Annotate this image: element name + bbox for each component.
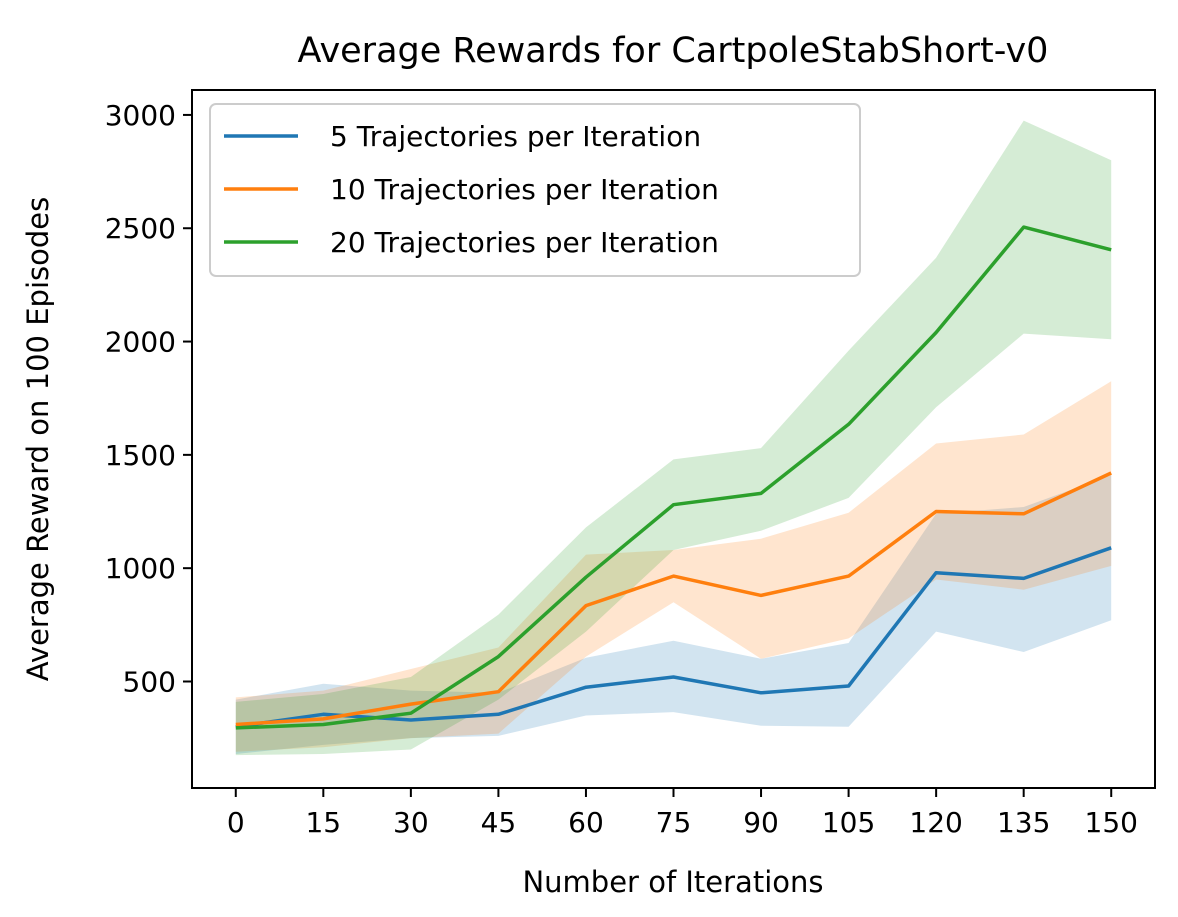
x-tick-label: 60 bbox=[568, 806, 604, 839]
legend-label-series-2: 10 Trajectories per Iteration bbox=[330, 173, 719, 206]
y-tick-label: 2000 bbox=[105, 326, 176, 359]
y-tick-label: 1000 bbox=[105, 552, 176, 585]
line-series-2 bbox=[235, 471, 1112, 727]
legend-label-series-3: 20 Trajectories per Iteration bbox=[330, 226, 719, 259]
x-tick-label: 15 bbox=[305, 806, 341, 839]
y-tick-label: 2500 bbox=[105, 212, 176, 245]
x-tick-label: 105 bbox=[822, 806, 875, 839]
chart-title: Average Rewards for CartpoleStabShort-v0 bbox=[298, 31, 1049, 71]
y-axis-ticks: 500 1000 1500 2000 2500 3000 bbox=[105, 99, 192, 698]
x-tick-label: 30 bbox=[393, 806, 429, 839]
x-tick-label: 150 bbox=[1085, 806, 1138, 839]
series-lines bbox=[235, 225, 1112, 730]
x-tick-label: 45 bbox=[481, 806, 517, 839]
band-series-2 bbox=[235, 381, 1112, 752]
x-tick-label: 0 bbox=[227, 806, 245, 839]
x-axis-ticks: 0 15 30 45 60 75 90 105 120 135 150 bbox=[227, 788, 1138, 839]
legend: 5 Trajectories per Iteration 10 Trajector… bbox=[209, 103, 861, 277]
x-tick-label: 90 bbox=[743, 806, 779, 839]
x-axis-label: Number of Iterations bbox=[522, 865, 823, 899]
y-tick-label: 3000 bbox=[105, 99, 176, 132]
band-series-3 bbox=[235, 120, 1112, 756]
y-axis-label: Average Reward on 100 Episodes bbox=[21, 197, 55, 681]
y-tick-label: 1500 bbox=[105, 439, 176, 472]
x-tick-label: 75 bbox=[656, 806, 692, 839]
x-tick-label: 120 bbox=[909, 806, 962, 839]
y-tick-label: 500 bbox=[123, 665, 176, 698]
legend-label-series-1: 5 Trajectories per Iteration bbox=[330, 120, 701, 153]
line-series-3 bbox=[235, 225, 1112, 730]
legend-box bbox=[209, 103, 861, 277]
x-tick-label: 135 bbox=[997, 806, 1050, 839]
